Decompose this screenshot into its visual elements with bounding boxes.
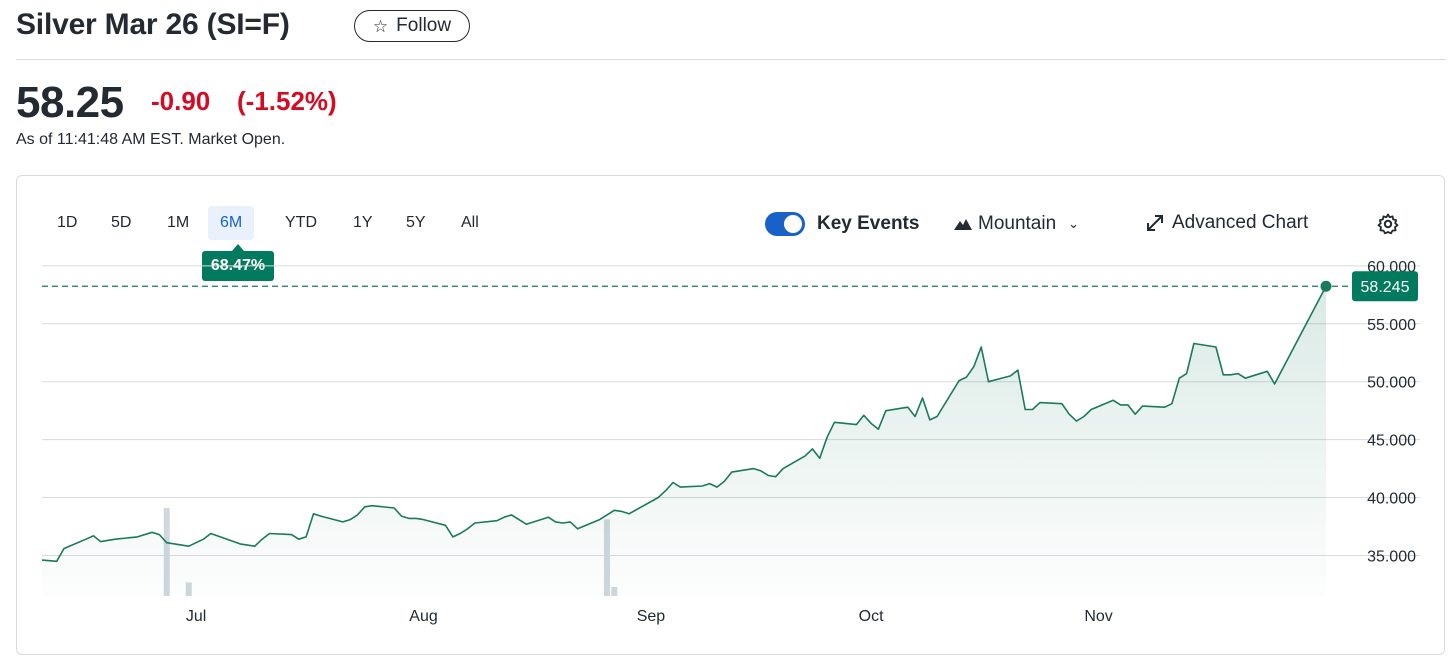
- header-divider: [16, 59, 1446, 60]
- range-5y[interactable]: 5Y: [406, 214, 426, 231]
- x-tick-label: Aug: [409, 608, 437, 625]
- x-tick-label: Sep: [637, 608, 666, 625]
- y-tick-label: 45.000: [1367, 433, 1416, 450]
- price-line: [41, 285, 1327, 563]
- expand-icon: [1147, 215, 1163, 231]
- range-1m[interactable]: 1M: [167, 214, 190, 231]
- price-change-percent: (-1.52%): [237, 86, 337, 116]
- current-price: 58.25: [16, 78, 124, 127]
- page-title: Silver Mar 26 (SI=F): [16, 8, 290, 41]
- y-tick-label: 35.000: [1367, 548, 1416, 565]
- y-tick-label: 50.000: [1367, 375, 1416, 392]
- range-all[interactable]: All: [461, 214, 479, 231]
- x-tick-label: Oct: [859, 608, 884, 625]
- chart-type-label: Mountain: [978, 213, 1057, 234]
- key-events-label[interactable]: Key Events: [817, 213, 920, 234]
- last-price-point[interactable]: [1320, 280, 1332, 292]
- range-1y[interactable]: 1Y: [353, 214, 373, 231]
- mountain-icon: [954, 219, 972, 230]
- range-6m[interactable]: 6M: [208, 206, 255, 240]
- price-area: [42, 286, 1326, 596]
- x-axis: Jul Aug Sep Oct Nov: [186, 608, 1113, 625]
- chevron-down-icon: ⌄: [1068, 216, 1080, 231]
- follow-button[interactable]: ☆ Follow: [354, 10, 470, 42]
- market-timestamp: As of 11:41:48 AM EST. Market Open.: [16, 131, 286, 148]
- x-tick-label: Jul: [186, 608, 206, 625]
- price-change: -0.90: [151, 86, 211, 116]
- gear-icon[interactable]: [1376, 212, 1400, 236]
- chart-type-dropdown[interactable]: Mountain ⌄: [954, 213, 1079, 235]
- advanced-chart-button[interactable]: Advanced Chart: [1146, 212, 1308, 234]
- last-price-label: 58.245: [1361, 279, 1410, 296]
- range-1d[interactable]: 1D: [57, 214, 78, 231]
- key-events-toggle[interactable]: [765, 212, 805, 236]
- star-icon: ☆: [372, 16, 389, 36]
- follow-label: Follow: [396, 15, 452, 36]
- last-price-badge: [1352, 271, 1418, 302]
- y-tick-label: 40.000: [1367, 491, 1416, 508]
- range-5d[interactable]: 5D: [111, 214, 132, 231]
- x-tick-label: Nov: [1084, 608, 1112, 625]
- y-tick-label: 55.000: [1367, 317, 1416, 334]
- range-ytd[interactable]: YTD: [285, 214, 317, 231]
- advanced-chart-label: Advanced Chart: [1172, 212, 1309, 233]
